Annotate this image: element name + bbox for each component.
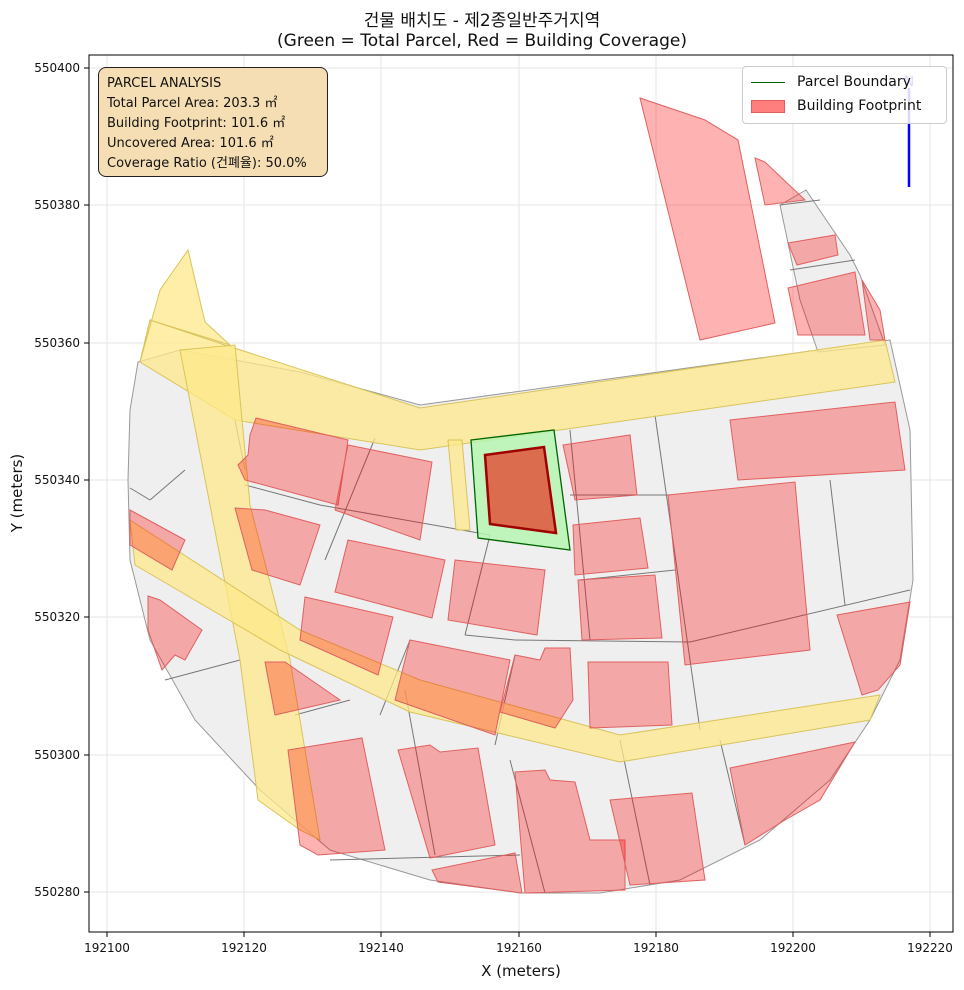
- info-heading: PARCEL ANALYSIS: [107, 76, 222, 91]
- legend-item-building: Building Footprint: [751, 96, 921, 116]
- building-ne-c: [787, 271, 866, 336]
- legend-line-swatch: [751, 81, 785, 83]
- building-c3: [577, 574, 663, 641]
- building-ne-b: [787, 234, 839, 266]
- building-w4: [334, 539, 446, 619]
- surrounding-parcels: [127, 339, 914, 894]
- x-tick-label: 192220: [907, 941, 953, 955]
- parcel-divisions: [129, 199, 911, 894]
- y-tick-label: 550280: [34, 885, 80, 899]
- surrounding-buildings: [129, 97, 911, 894]
- x-tick-label: 192140: [358, 941, 404, 955]
- y-tick-label: 550340: [34, 473, 80, 487]
- legend-label-parcel: Parcel Boundary: [797, 74, 911, 90]
- building-e1: [729, 401, 906, 481]
- building-s1: [394, 639, 511, 736]
- info-coverage: Coverage Ratio (건폐율): 50.0%: [107, 156, 307, 171]
- building-s8: [431, 852, 523, 894]
- y-tick-label: 550380: [34, 198, 80, 212]
- building-s3: [587, 661, 673, 729]
- chart-title-line1: 건물 배치도 - 제2종일반주거지역: [363, 11, 601, 31]
- building-s7: [514, 769, 626, 894]
- y-tick-label: 550300: [34, 748, 80, 762]
- building-w6: [447, 559, 546, 636]
- building-s6: [397, 744, 496, 859]
- info-total-area: Total Parcel Area: 203.3 ㎡: [107, 96, 278, 111]
- info-uncovered: Uncovered Area: 101.6 ㎡: [107, 136, 274, 151]
- building-ne-d: [861, 279, 886, 341]
- x-axis-label: X (meters): [481, 962, 561, 980]
- building-w-edge2: [147, 595, 203, 671]
- building-s10: [729, 741, 857, 846]
- building-w2: [334, 444, 433, 541]
- road-small-vertical: [447, 439, 471, 531]
- building-s5: [287, 737, 386, 856]
- x-tick-label: 192160: [496, 941, 542, 955]
- road-north-spur: [139, 248, 231, 363]
- building-e2: [667, 481, 811, 666]
- building-e3: [836, 601, 911, 696]
- building-s9: [609, 792, 706, 886]
- y-tick-label: 550400: [34, 61, 80, 75]
- x-tick-label: 192100: [84, 941, 130, 955]
- building-ne-small: [754, 157, 807, 206]
- x-tick-label: 192120: [221, 941, 267, 955]
- building-w5: [299, 596, 394, 676]
- legend-item-parcel: Parcel Boundary: [751, 72, 911, 92]
- building-w3: [234, 507, 321, 586]
- x-tick-label: 192200: [770, 941, 816, 955]
- building-w-edge1: [129, 509, 186, 571]
- axes-frame: [88, 54, 954, 933]
- target-building-footprint: [483, 445, 558, 535]
- tick-marks: [84, 67, 931, 937]
- legend-patch-swatch: [751, 99, 785, 113]
- y-tick-label: 550320: [34, 610, 80, 624]
- road-north: [139, 319, 896, 451]
- parcel-analysis-box: PARCEL ANALYSIS Total Parcel Area: 203.3…: [98, 67, 328, 177]
- chart-title-line2: (Green = Total Parcel, Red = Building Co…: [277, 31, 687, 51]
- legend-label-building: Building Footprint: [797, 98, 922, 114]
- legend: Parcel Boundary Building Footprint: [742, 66, 947, 124]
- building-c1: [562, 434, 638, 501]
- building-ne-large: [639, 97, 776, 341]
- x-tick-label: 192180: [633, 941, 679, 955]
- building-c2: [572, 517, 649, 576]
- y-axis-label: Y (meters): [8, 454, 26, 534]
- y-tick-label: 550360: [34, 336, 80, 350]
- building-s2: [499, 647, 574, 729]
- info-footprint: Building Footprint: 101.6 ㎡: [107, 116, 286, 131]
- building-s4: [264, 661, 342, 716]
